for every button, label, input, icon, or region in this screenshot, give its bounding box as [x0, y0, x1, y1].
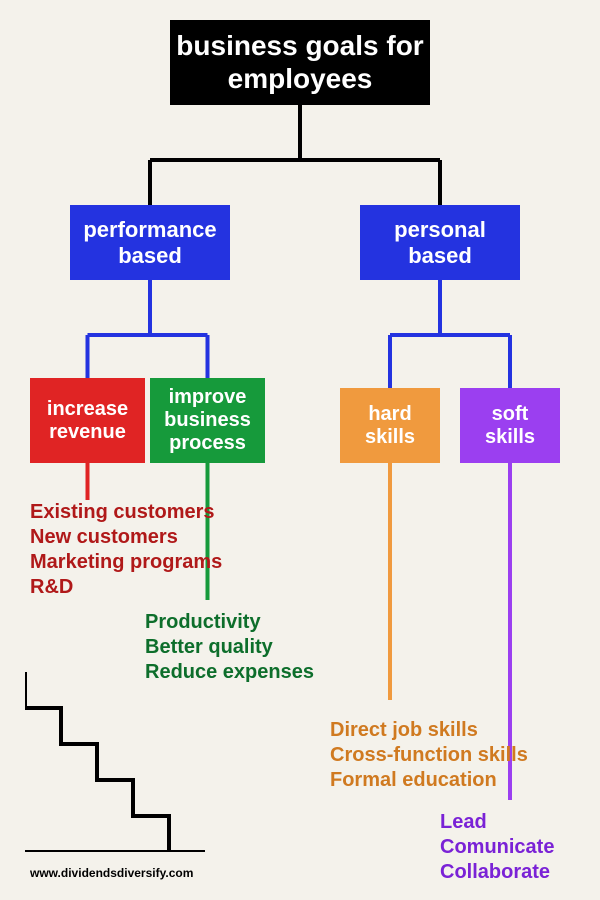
stairs-icon [25, 672, 205, 852]
list-item: Lead [440, 810, 554, 835]
list-item: Marketing programs [30, 550, 222, 575]
node-hard: hard skills [340, 388, 440, 463]
list-item: Direct job skills [330, 718, 528, 743]
node-soft: soft skills [460, 388, 560, 463]
list-item: Collaborate [440, 860, 554, 885]
list-item: New customers [30, 525, 222, 550]
node-proc: improve business process [150, 378, 265, 463]
bullets-soft: LeadComunicateCollaborate [440, 810, 554, 885]
list-item: Formal education [330, 768, 528, 793]
node-root: business goals for employees [170, 20, 430, 105]
list-item: Better quality [145, 635, 314, 660]
node-rev: increase revenue [30, 378, 145, 463]
credit-text: www.dividendsdiversify.com [30, 866, 193, 880]
node-perf: performance based [70, 205, 230, 280]
bullets-hard: Direct job skillsCross-function skillsFo… [330, 718, 528, 793]
list-item: Existing customers [30, 500, 222, 525]
list-item: Comunicate [440, 835, 554, 860]
list-item: Cross-function skills [330, 743, 528, 768]
node-pers: personal based [360, 205, 520, 280]
list-item: R&D [30, 575, 222, 600]
list-item: Productivity [145, 610, 314, 635]
bullets-rev: Existing customersNew customersMarketing… [30, 500, 222, 600]
